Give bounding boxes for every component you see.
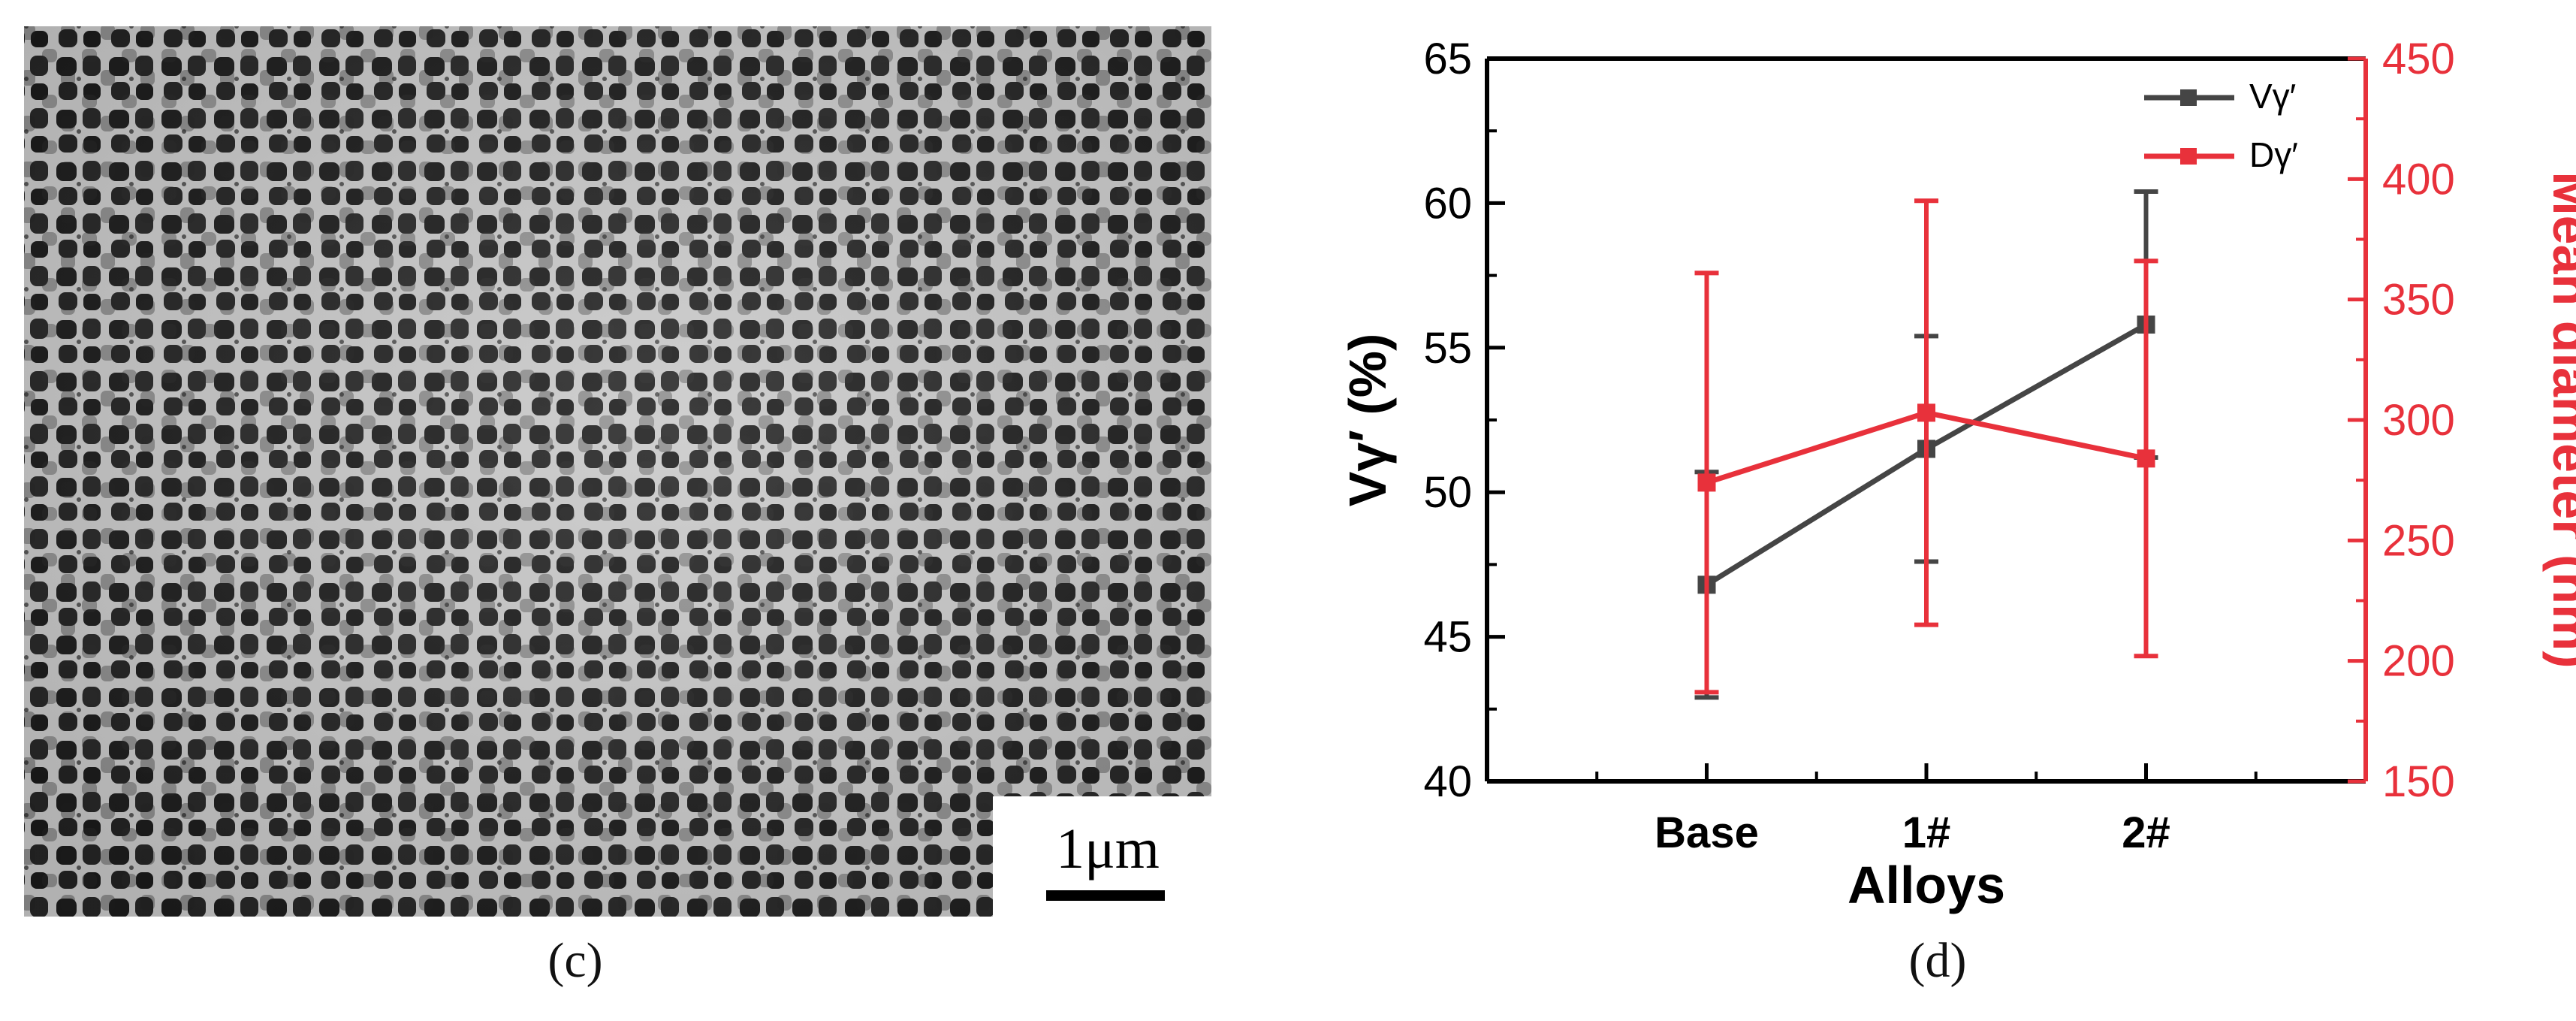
left-tick-label: 45 xyxy=(1423,613,1472,662)
right-tick-label: 200 xyxy=(2382,637,2455,686)
left-tick-label: 60 xyxy=(1423,179,1472,228)
data-point-marker xyxy=(1917,403,1935,422)
right-tick-label: 250 xyxy=(2382,516,2455,565)
x-axis-title: Alloys xyxy=(1848,856,2005,914)
right-tick-label: 300 xyxy=(2382,396,2455,445)
legend-marker xyxy=(2180,89,2197,106)
data-point-marker xyxy=(1697,473,1716,492)
x-tick-label: 2# xyxy=(2122,808,2170,857)
right-tick-label: 450 xyxy=(2382,35,2455,83)
panel-d: 40 45 50 55 60 65 150 200 250 300 350 400 450 Base 1# 2… xyxy=(1232,0,2576,1017)
scale-bar xyxy=(1046,890,1165,901)
panel-c-caption: (c) xyxy=(547,933,602,988)
right-tick-label: 150 xyxy=(2382,757,2455,806)
data-point-marker xyxy=(2137,449,2155,468)
left-tick-label: 55 xyxy=(1423,324,1472,373)
right-axis-title: Mean diameter (nm) xyxy=(2542,171,2576,668)
left-tick-label: 65 xyxy=(1423,35,1472,83)
left-tick-label: 40 xyxy=(1423,757,1472,806)
legend-label: Dγ′ xyxy=(2249,135,2298,174)
right-tick-label: 400 xyxy=(2382,155,2455,204)
x-tick-label: 1# xyxy=(1902,808,1951,857)
panel-c: 1μm (c) xyxy=(0,0,1232,1017)
right-tick-label: 350 xyxy=(2382,276,2455,325)
left-axis-title: Vγ′ (%) xyxy=(1338,334,1397,507)
panel-d-caption: (d) xyxy=(1909,933,1967,988)
scale-bar-label: 1μm xyxy=(1056,817,1160,881)
left-tick-label: 50 xyxy=(1423,468,1472,517)
x-tick-label: Base xyxy=(1654,808,1759,857)
legend-label: Vγ′ xyxy=(2249,77,2296,116)
legend-marker xyxy=(2180,148,2197,165)
